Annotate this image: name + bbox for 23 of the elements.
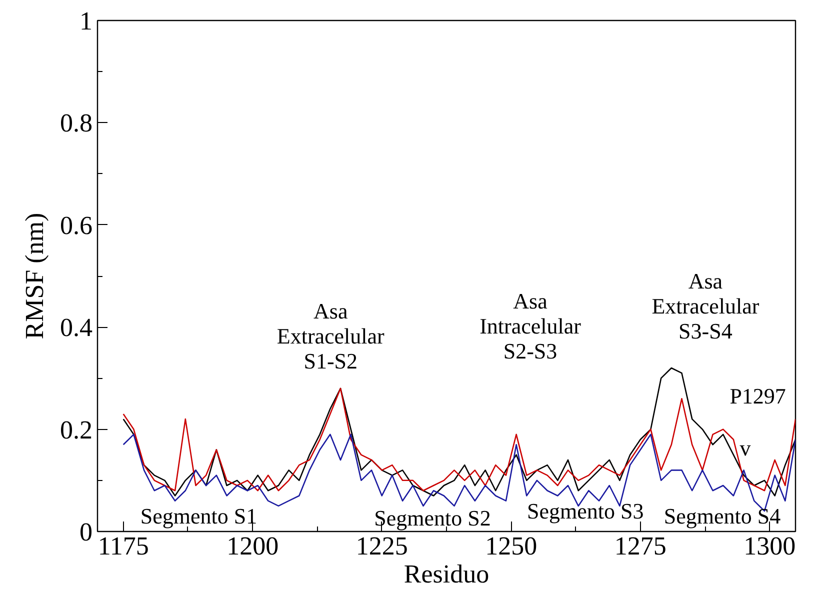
x-axis-title: Residuo (404, 560, 490, 588)
annotation: Segmento S2 (374, 505, 491, 530)
annotation: v (740, 435, 751, 460)
annotation: Asa Extracelular S1-S2 (276, 298, 386, 374)
y-tick-label: 0 (80, 518, 92, 546)
annotation: Segmento S4 (664, 503, 781, 528)
x-tick-label: 1250 (485, 532, 538, 560)
annotation: Segmento S1 (140, 503, 258, 528)
annotation: Segmento S3 (527, 498, 644, 524)
y-tick-label: 1 (80, 6, 92, 36)
x-tick-label: 1275 (614, 532, 666, 560)
x-tick-label: 1225 (356, 532, 408, 560)
annotation: Asa Intracelular S2-S3 (480, 288, 582, 364)
x-tick-label: 1300 (744, 532, 796, 560)
y-tick-label: 0.8 (60, 108, 92, 138)
y-axis-title: RMSF (nm) (20, 212, 49, 340)
y-tick-label: 0.4 (60, 313, 92, 342)
x-tick-label: 1200 (226, 532, 279, 560)
x-tick-label: 1175 (98, 532, 149, 560)
annotation: Asa Extracelular S3-S4 (652, 268, 760, 344)
y-tick-label: 0.2 (60, 415, 92, 444)
y-tick-label: 0.6 (60, 210, 92, 240)
annotation: P1297 (730, 383, 786, 408)
